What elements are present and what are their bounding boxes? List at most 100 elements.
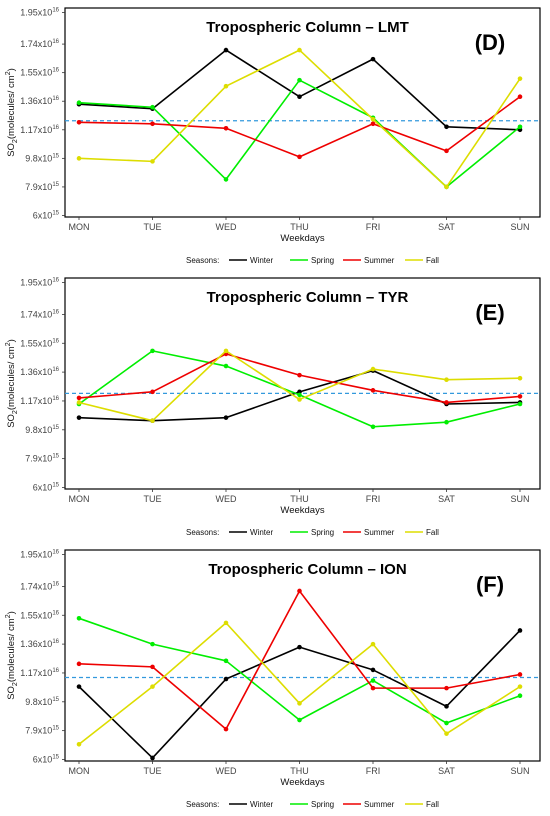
x-tick-label: MON (69, 766, 90, 776)
y-tick-mantissa: 1.55x10 (20, 68, 52, 78)
data-point-spring (76, 100, 82, 106)
data-point-spring (223, 658, 229, 664)
x-tick-label: MON (69, 494, 90, 504)
y-axis-title-part: SO (6, 414, 17, 428)
series-line-spring (78, 350, 521, 428)
y-tick-exponent: 16 (52, 39, 59, 45)
data-point-fall (150, 418, 155, 423)
data-point-summer (444, 148, 449, 154)
data-point-summer (223, 726, 229, 732)
y-tick-label: 1.55x1016 (20, 610, 59, 620)
y-tick-mantissa: 7.9x10 (25, 454, 52, 464)
y-tick-mantissa: 1.74x10 (20, 581, 52, 591)
data-point-fall (517, 684, 523, 689)
legend-title: Seasons: (186, 256, 219, 265)
y-axis-title-part: 2 (5, 71, 12, 75)
y-tick-label: 1.95x1016 (20, 550, 59, 560)
data-point-spring (150, 348, 155, 354)
y-tick-exponent: 15 (52, 726, 59, 732)
y-tick-label: 1.74x1016 (20, 309, 59, 319)
data-point-summer (297, 588, 302, 594)
data-point-winter (76, 415, 82, 420)
x-axis-title: Weekdays (280, 233, 324, 244)
legend-title: Seasons: (186, 528, 219, 537)
data-point-spring (517, 124, 523, 130)
y-tick-exponent: 16 (52, 125, 59, 131)
data-point-spring (150, 104, 155, 110)
data-point-spring (517, 693, 523, 699)
y-tick-exponent: 15 (52, 697, 59, 703)
data-point-winter (370, 667, 376, 673)
x-tick-label: WED (216, 494, 237, 504)
y-tick-exponent: 16 (52, 396, 59, 402)
x-tick-label: WED (216, 766, 237, 776)
x-tick-label: TUE (144, 222, 162, 232)
y-tick-label: 6x1015 (33, 210, 60, 220)
y-tick-mantissa: 6x10 (33, 754, 53, 764)
x-tick-label: THU (290, 222, 309, 232)
data-point-spring (444, 419, 449, 425)
x-tick-label: WED (216, 222, 237, 232)
data-point-summer (150, 389, 155, 395)
chart-panel-1: 6x10157.9x10159.8x10151.17x10161.36x1016… (5, 7, 541, 265)
y-tick-mantissa: 7.9x10 (25, 726, 52, 736)
y-tick-exponent: 15 (52, 425, 59, 431)
y-tick-mantissa: 1.17x10 (20, 125, 52, 135)
data-point-fall (444, 731, 449, 736)
legend-label-spring: Spring (311, 256, 334, 265)
chart-panel-2: 6x10157.9x10159.8x10151.17x10161.36x1016… (5, 277, 541, 537)
legend: Seasons: Winter Spring Summer Fall (186, 800, 439, 809)
data-point-spring (223, 363, 229, 369)
data-point-fall (370, 366, 376, 372)
data-point-summer (150, 121, 155, 127)
legend-label-winter: Winter (250, 528, 273, 537)
series-line-fall (78, 49, 521, 188)
data-point-fall (76, 156, 82, 161)
data-point-summer (223, 125, 229, 131)
data-point-spring (297, 717, 302, 723)
y-tick-mantissa: 9.8x10 (25, 697, 52, 707)
data-point-summer (76, 395, 82, 401)
legend-label-spring: Spring (311, 800, 334, 809)
data-point-winter (223, 47, 229, 53)
data-point-winter (223, 415, 229, 420)
data-point-fall (297, 47, 302, 53)
y-tick-exponent: 16 (52, 96, 59, 102)
y-tick-label: 1.17x1016 (20, 396, 59, 406)
y-tick-label: 7.9x1015 (25, 726, 59, 736)
y-axis-title-part: 2 (12, 410, 19, 414)
y-axis-title-part: ) (6, 68, 17, 71)
data-point-spring (150, 641, 155, 647)
plot-frame (64, 277, 541, 490)
data-point-fall (370, 641, 376, 647)
data-point-summer (370, 388, 376, 393)
data-point-fall (76, 742, 82, 747)
x-tick-label: SUN (510, 766, 529, 776)
x-axis-title: Weekdays (280, 777, 324, 788)
legend-label-winter: Winter (250, 800, 273, 809)
y-tick-exponent: 15 (52, 754, 59, 760)
legend-label-winter: Winter (250, 256, 273, 265)
x-tick-label: THU (290, 766, 309, 776)
y-tick-exponent: 16 (52, 550, 59, 556)
chart-panel-3: 6x10157.9x10159.8x10151.17x10161.36x1016… (5, 549, 541, 809)
data-point-winter (297, 94, 302, 100)
y-tick-label: 1.95x1016 (20, 8, 59, 18)
data-point-fall (444, 184, 449, 190)
y-tick-label: 1.74x1016 (20, 39, 59, 49)
data-point-fall (223, 83, 229, 89)
y-tick-mantissa: 1.36x10 (20, 96, 52, 106)
y-tick-label: 9.8x1015 (25, 697, 59, 707)
y-tick-exponent: 16 (52, 668, 59, 674)
x-axis-title: Weekdays (280, 505, 324, 516)
y-tick-label: 6x1015 (33, 482, 60, 492)
data-point-fall (370, 116, 376, 122)
legend-title: Seasons: (186, 800, 219, 809)
y-tick-mantissa: 1.36x10 (20, 367, 52, 377)
y-tick-exponent: 16 (52, 581, 59, 587)
data-point-fall (297, 701, 302, 706)
y-tick-mantissa: 1.55x10 (20, 610, 52, 620)
y-axis-title-part: 2 (12, 139, 19, 143)
y-tick-mantissa: 1.95x10 (20, 550, 52, 560)
